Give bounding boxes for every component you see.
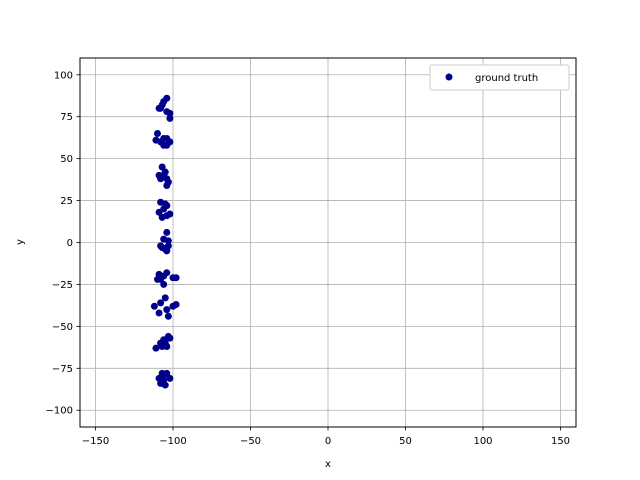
y-tick-label: 0 [67,238,73,249]
y-tick-label: −25 [52,280,73,291]
y-tick-label: 75 [60,112,73,123]
data-point [155,171,163,179]
data-point [157,299,165,307]
data-point [154,129,161,137]
legend-box [429,64,570,91]
data-point [154,275,161,283]
data-point [163,306,171,314]
legend-label: ground truth [475,73,538,84]
data-points [150,94,180,389]
data-point [160,280,168,288]
axis-ticks: −150 −100 −50 0 50 100 150 −100 −75 −50 −25 0 25 50 75… [46,70,571,447]
data-point [172,274,180,282]
y-axis-label: y [15,239,26,245]
data-point [150,302,158,310]
y-tick-label: −75 [52,364,73,375]
data-point [161,294,169,302]
x-tick-label: 100 [473,436,492,447]
x-tick-label: 50 [399,436,412,447]
data-point [163,94,171,102]
legend: ground truth [429,64,570,91]
data-point [158,213,166,221]
data-point [164,178,172,186]
data-point [160,272,168,280]
x-tick-label: 150 [551,436,570,447]
data-point [163,247,171,255]
data-point [161,200,169,208]
data-point [163,228,171,236]
data-point [155,208,163,216]
data-point [166,334,174,342]
data-point [164,312,172,320]
data-point [166,210,174,218]
x-axis-label: x [325,459,331,470]
data-point [161,168,169,176]
legend-marker [445,73,453,81]
data-point [158,163,166,171]
data-point [155,309,163,317]
data-point [166,374,174,382]
data-point [160,135,168,143]
data-point [160,371,168,379]
y-tick-label: 50 [60,154,73,165]
grid-lines [80,58,576,427]
data-point [164,237,172,245]
data-point [172,301,180,309]
data-point [155,104,163,112]
y-tick-label: −100 [46,406,73,417]
x-tick-label: 0 [325,436,331,447]
y-tick-label: −50 [52,322,73,333]
data-point [152,344,160,352]
data-point [161,381,169,389]
y-tick-label: 25 [60,196,73,207]
data-point [166,138,174,146]
y-tick-label: 100 [54,70,73,81]
x-tick-label: −100 [159,436,186,447]
x-tick-label: −150 [82,436,109,447]
data-point [166,114,174,122]
x-tick-label: −50 [240,436,261,447]
data-point [161,339,169,347]
data-point [166,109,174,117]
